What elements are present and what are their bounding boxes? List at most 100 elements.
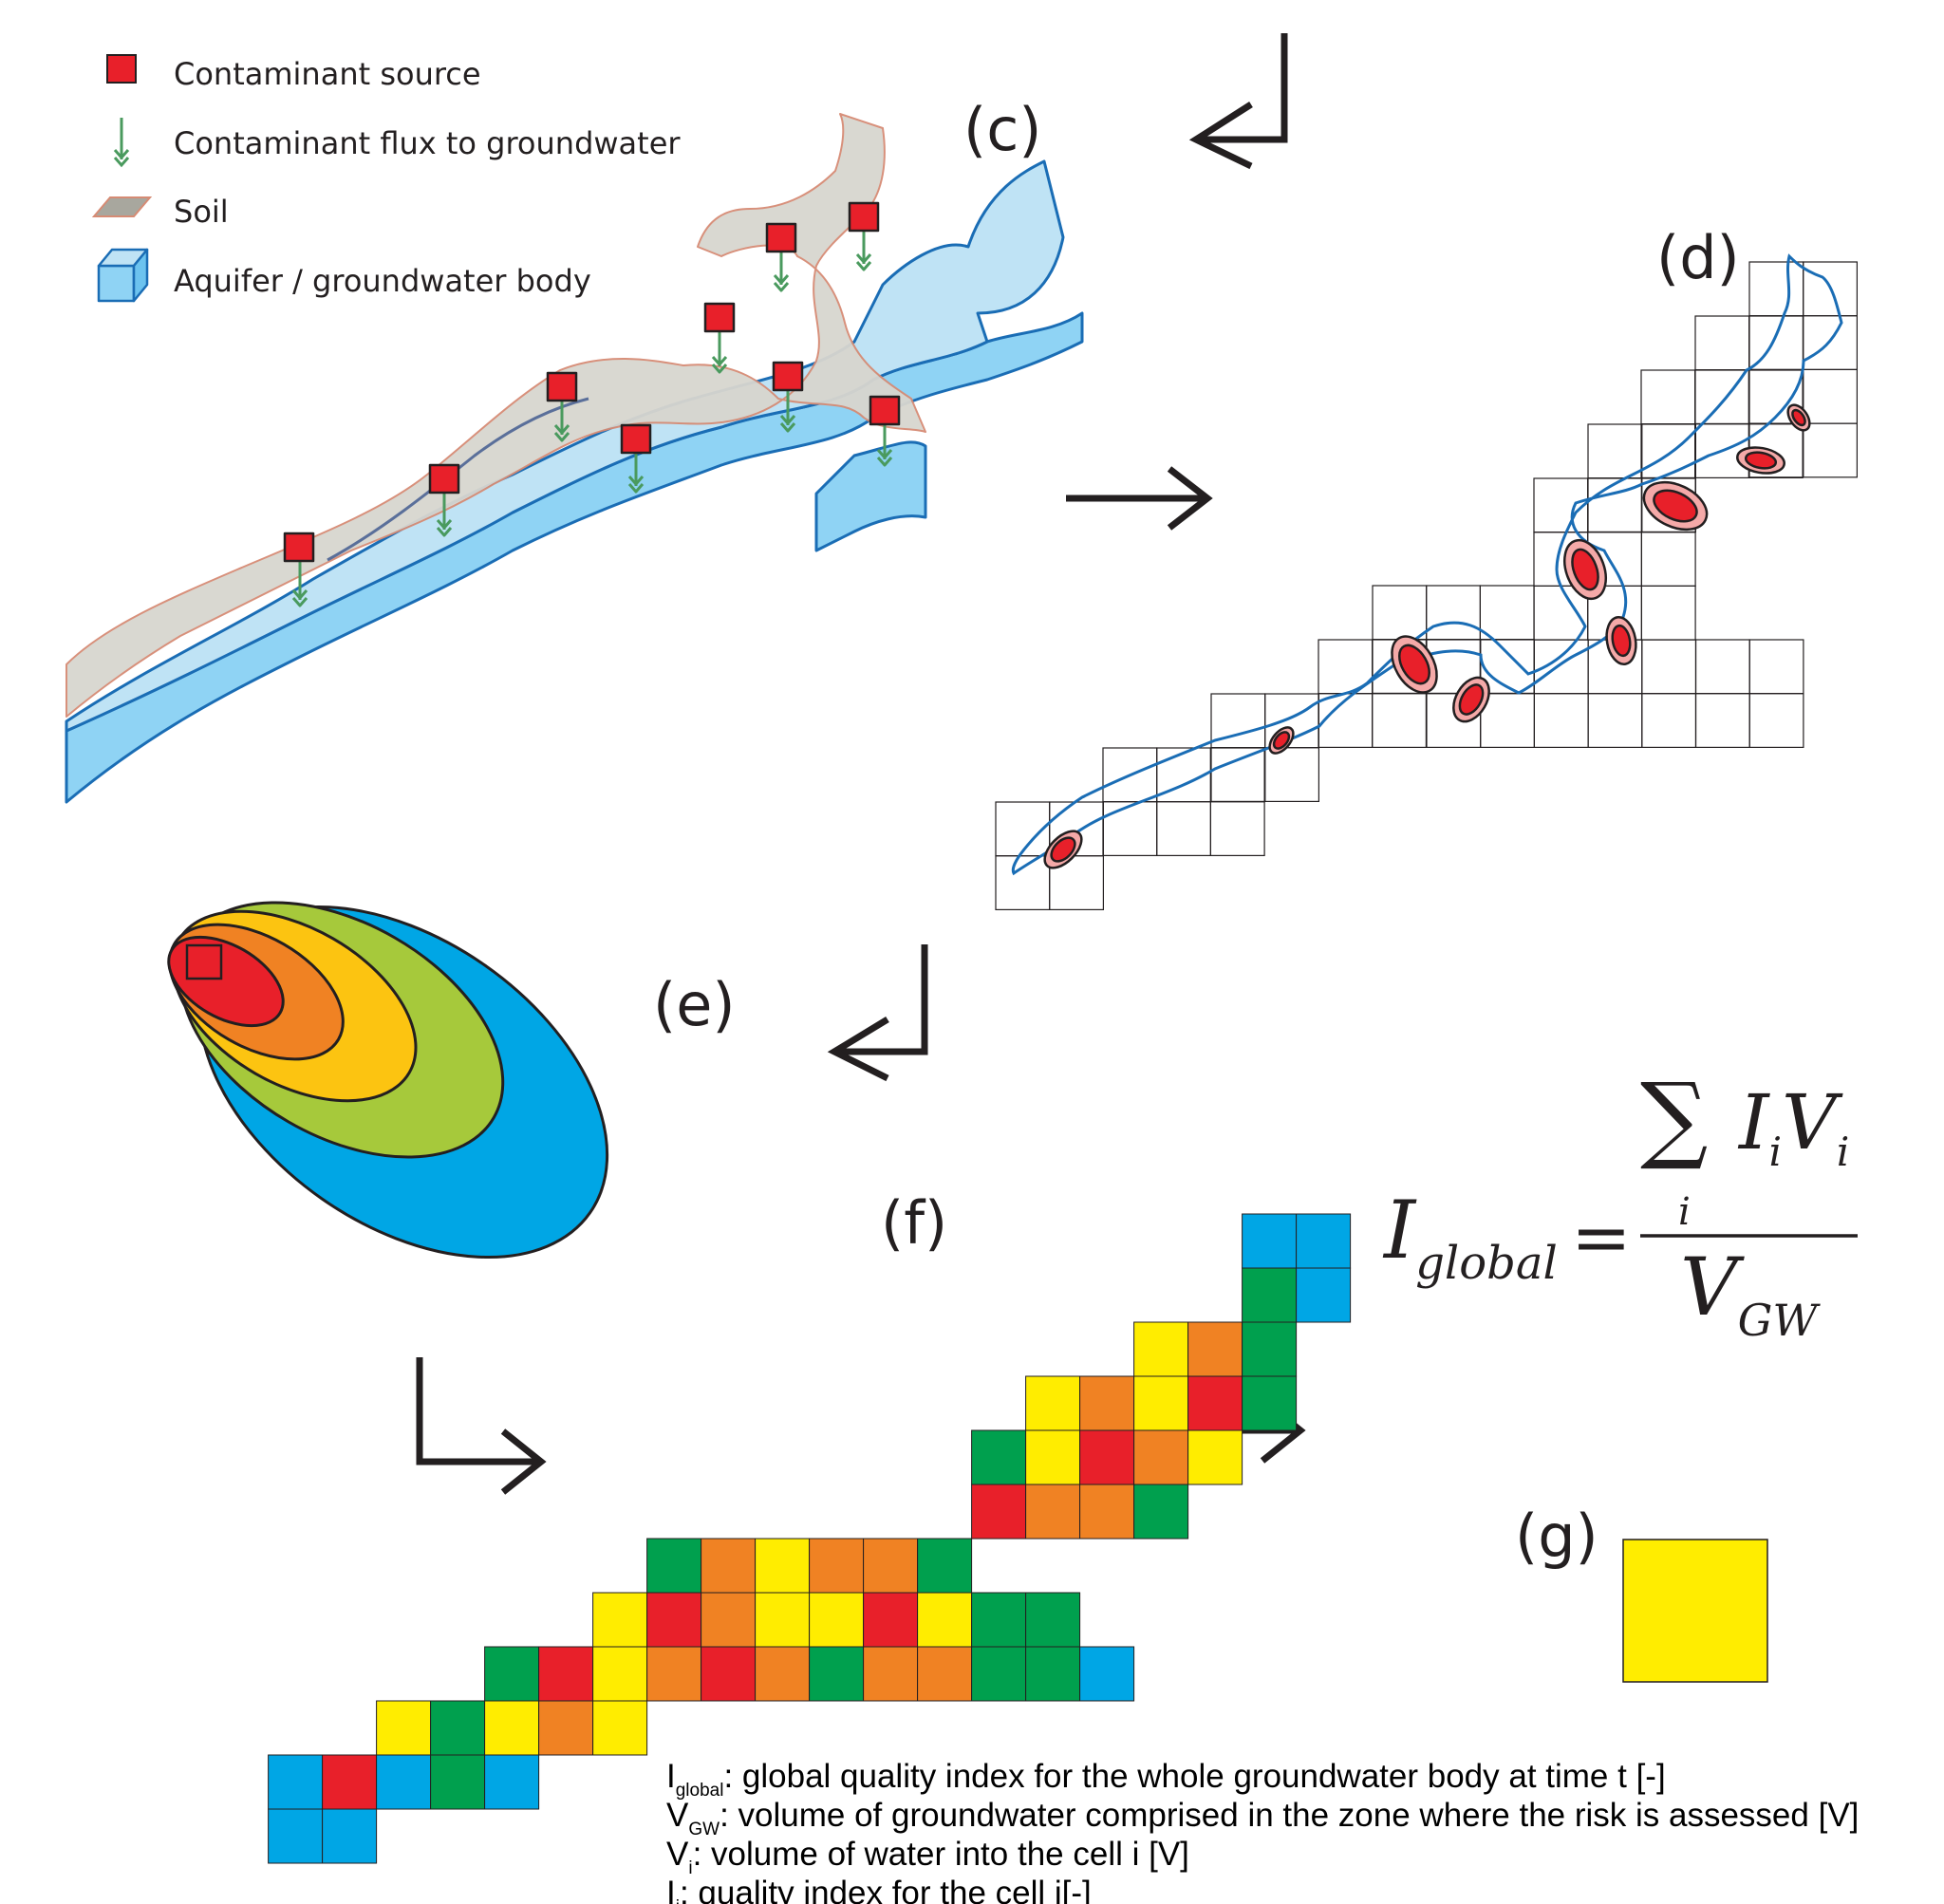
- panel-label-g: (g): [1515, 1502, 1598, 1571]
- quality-cell-orange: [701, 1592, 757, 1648]
- quality-cell-yellow: [755, 1538, 811, 1594]
- grid-cell: [1480, 693, 1535, 749]
- quality-cell-orange: [863, 1646, 919, 1702]
- grid-cell: [1694, 693, 1750, 749]
- panel-label-f: (f): [881, 1188, 947, 1258]
- quality-cell-orange: [538, 1700, 594, 1756]
- grid-cell: [1641, 693, 1697, 749]
- quality-cell-orange: [863, 1538, 919, 1594]
- quality-cell-green: [1025, 1592, 1081, 1648]
- arrow-e-to-f: [827, 944, 928, 1082]
- quality-cell-green: [1025, 1646, 1081, 1702]
- quality-cell-blue: [268, 1808, 324, 1864]
- legend-flux-icon: [113, 118, 130, 168]
- soil-layer: [65, 113, 926, 718]
- formula-numerator: IiVi: [1737, 1078, 1849, 1175]
- grid-cell: [1533, 477, 1589, 533]
- quality-cell-blue: [1296, 1213, 1352, 1269]
- quality-cell-green: [430, 1754, 486, 1810]
- quality-cell-green: [971, 1429, 1027, 1485]
- flux-arrows: [291, 230, 893, 607]
- grid-cell: [1803, 368, 1858, 424]
- quality-cell-orange: [1079, 1375, 1135, 1431]
- quality-cell-yellow: [376, 1700, 432, 1756]
- contaminant-source: [620, 423, 652, 455]
- aquifer-branch: [814, 440, 927, 552]
- groundwater-body-outline: [1011, 253, 1843, 876]
- grid-cells: [995, 261, 1858, 911]
- footnote-iglobal: Iglobal: global quality index for the wh…: [666, 1758, 1666, 1801]
- quality-cell-green: [1133, 1484, 1189, 1540]
- quality-cell-yellow: [809, 1592, 865, 1648]
- panel-g-result-cell: [1622, 1539, 1768, 1683]
- quality-cell-blue: [1296, 1267, 1352, 1323]
- grid-cell: [1641, 423, 1696, 479]
- footnote-vgw: VGW: volume of groundwater comprised in …: [666, 1797, 1859, 1839]
- quality-cell-orange: [755, 1646, 811, 1702]
- formula-lhs: Iglobal: [1382, 1184, 1558, 1290]
- formula-equals: =: [1571, 1195, 1632, 1279]
- grid-cell: [1102, 801, 1158, 857]
- panel-label-d: (d): [1656, 223, 1740, 292]
- panel-f-quality-grid: [268, 1213, 1352, 1864]
- legend-flux-label: Contaminant flux to groundwater: [174, 125, 681, 161]
- quality-cell-yellow: [592, 1700, 648, 1756]
- legend-soil-icon: [91, 196, 153, 217]
- grid-cell: [1156, 801, 1211, 857]
- grid-cell: [1748, 693, 1804, 749]
- arrow-d-to-e: [1066, 466, 1213, 531]
- formula: Iglobal = ∑ i IiVi VGW: [1382, 1062, 1858, 1346]
- contaminant-source: [703, 302, 736, 333]
- quality-cell-yellow: [592, 1592, 648, 1648]
- quality-cell-blue: [268, 1754, 324, 1810]
- footnotes: Iglobal: global quality index for the wh…: [666, 1758, 1859, 1904]
- contaminant-source: [283, 532, 315, 563]
- quality-cell-orange: [1079, 1484, 1135, 1540]
- footnote-vi: Vi: volume of water into the cell i [V]: [666, 1836, 1189, 1878]
- quality-cell-blue: [376, 1754, 432, 1810]
- contaminant-source: [772, 361, 804, 392]
- grid-cell: [1210, 747, 1266, 803]
- grid-cell: [1748, 639, 1804, 695]
- quality-cell-red: [1079, 1429, 1135, 1485]
- legend-aquifer-icon: [97, 248, 149, 303]
- quality-cell-green: [971, 1646, 1027, 1702]
- panel-label-e: (e): [653, 970, 736, 1039]
- grid-cell: [1426, 585, 1481, 641]
- quality-cell-green: [646, 1538, 702, 1594]
- quality-cell-green: [971, 1592, 1027, 1648]
- quality-cell-red: [971, 1484, 1027, 1540]
- grid-cell: [1209, 801, 1265, 857]
- quality-cell-blue: [484, 1754, 540, 1810]
- quality-cell-orange: [1187, 1321, 1243, 1377]
- legend-aquifer-label: Aquifer / groundwater body: [174, 263, 591, 299]
- grid-cell: [1587, 693, 1643, 749]
- grid-cell: [1694, 639, 1750, 695]
- panel-label-c: (c): [963, 95, 1041, 164]
- contaminant-source: [848, 201, 880, 233]
- quality-cell-red: [701, 1646, 757, 1702]
- arrow-into-f: [416, 1357, 547, 1495]
- formula-denominator: VGW: [1680, 1241, 1821, 1346]
- quality-cell-yellow: [1025, 1375, 1081, 1431]
- quality-cell-green: [1242, 1321, 1298, 1377]
- quality-cell-orange: [701, 1538, 757, 1594]
- grid-cell: [1372, 693, 1427, 749]
- grid-cell: [1748, 261, 1804, 317]
- quality-cell-blue: [1242, 1213, 1298, 1269]
- panel-c-aquifer-model: [65, 113, 1084, 804]
- legend-soil-label: Soil: [174, 194, 229, 230]
- grid-cell: [1049, 855, 1104, 911]
- panel-e-plume: [167, 901, 609, 1260]
- contaminant-source: [869, 395, 901, 426]
- grid-cell: [1641, 639, 1697, 695]
- quality-cell-red: [322, 1754, 378, 1810]
- quality-cell-red: [1187, 1375, 1243, 1431]
- river: [327, 397, 589, 562]
- quality-cell-blue: [322, 1808, 378, 1864]
- plume-source: [185, 943, 223, 980]
- quality-cell-orange: [1025, 1484, 1081, 1540]
- grid-cell: [1640, 532, 1696, 588]
- footnote-ii: Ii: quality index for the cell i[-]: [666, 1875, 1092, 1904]
